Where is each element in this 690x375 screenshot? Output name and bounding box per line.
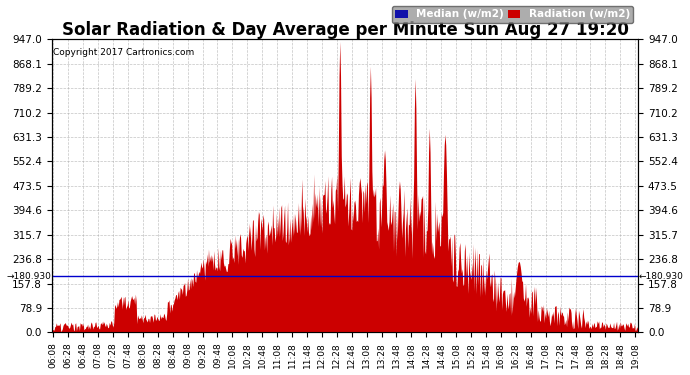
Text: →180.930: →180.930 — [7, 272, 52, 281]
Legend: Median (w/m2), Radiation (w/m2): Median (w/m2), Radiation (w/m2) — [392, 6, 633, 22]
Text: ←180.930: ←180.930 — [638, 272, 683, 281]
Title: Solar Radiation & Day Average per Minute Sun Aug 27 19:20: Solar Radiation & Day Average per Minute… — [61, 21, 629, 39]
Text: Copyright 2017 Cartronics.com: Copyright 2017 Cartronics.com — [53, 48, 195, 57]
